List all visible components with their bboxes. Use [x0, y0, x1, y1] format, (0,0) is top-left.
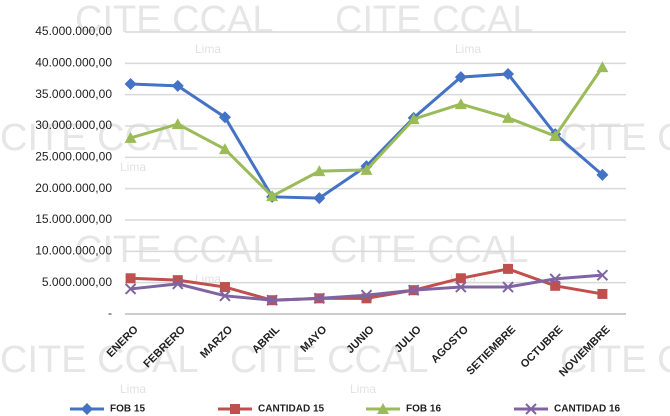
y-tick-label: 5.000.000,00	[42, 275, 112, 289]
y-tick-label: 10.000.000,00	[35, 244, 112, 258]
watermark: CITE CCAL	[230, 339, 428, 381]
marker	[454, 98, 467, 110]
marker	[219, 290, 231, 302]
watermark: CITE CCAL	[560, 117, 670, 159]
marker	[124, 283, 137, 295]
legend-label: CANTIDAD 15	[258, 404, 325, 415]
marker	[266, 190, 279, 202]
marker	[597, 288, 608, 299]
marker	[360, 289, 373, 301]
legend-label: FOB 16	[406, 404, 441, 415]
marker	[502, 281, 514, 293]
watermark: CITE CCAL	[335, 0, 533, 41]
marker	[172, 278, 184, 290]
y-tick-label: 25.000.000,00	[35, 150, 112, 164]
marker	[377, 403, 389, 414]
watermark: CITE CCAL	[75, 229, 273, 271]
marker	[266, 294, 278, 306]
y-tick-label: 40.000.000,00	[35, 56, 112, 70]
x-tick-label: OCTUBRE	[518, 324, 565, 371]
marker	[455, 281, 467, 293]
y-tick-label: 15.000.000,00	[35, 212, 112, 226]
marker	[361, 293, 372, 304]
marker	[549, 130, 562, 142]
watermark-sub: Lima	[120, 160, 146, 174]
y-tick-label: 20.000.000,00	[35, 181, 112, 195]
legend-label: FOB 15	[110, 404, 145, 415]
watermark-sub: Lima	[455, 42, 481, 56]
marker	[171, 79, 184, 92]
x-tick-label: AGOSTO	[429, 323, 471, 365]
marker	[171, 118, 184, 130]
marker	[230, 404, 240, 414]
marker	[313, 292, 326, 305]
marker	[596, 168, 609, 181]
marker	[549, 273, 561, 285]
marker	[124, 78, 137, 91]
marker	[172, 275, 183, 286]
series-line	[130, 66, 604, 199]
marker	[124, 131, 137, 143]
x-tick-label: SETIEMBRE	[464, 324, 518, 378]
marker	[596, 61, 609, 73]
watermark-sub: Lima	[120, 382, 146, 396]
y-tick-label: 35.000.000,00	[35, 87, 112, 101]
marker	[502, 67, 515, 80]
marker	[525, 403, 537, 415]
watermark-sub: Lima	[195, 42, 221, 56]
watermark: CITE CCAL	[75, 0, 273, 41]
marker	[218, 111, 231, 124]
watermark: CITE CCAL	[330, 229, 528, 271]
marker	[550, 280, 561, 291]
marker	[502, 111, 515, 123]
marker	[596, 269, 609, 281]
watermark: CITE CCAL	[0, 339, 198, 381]
watermark-sub: Lima	[350, 382, 376, 396]
marker	[218, 143, 231, 155]
marker	[360, 163, 373, 175]
y-tick-label: 45.000.000,00	[35, 24, 112, 38]
legend-label: CANTIDAD 16	[554, 404, 621, 415]
marker	[407, 284, 420, 296]
marker	[125, 273, 136, 284]
watermark: CITE CCAL	[0, 117, 198, 159]
marker	[407, 113, 420, 125]
marker	[81, 403, 93, 415]
marker	[313, 165, 326, 177]
marker	[219, 282, 230, 293]
y-tick-label: -	[108, 306, 112, 320]
marker	[454, 71, 467, 84]
watermark: CITE CCAL	[560, 339, 670, 381]
marker	[313, 192, 326, 205]
y-tick-label: 30.000.000,00	[35, 118, 112, 132]
marker	[455, 273, 466, 284]
marker	[503, 263, 514, 274]
